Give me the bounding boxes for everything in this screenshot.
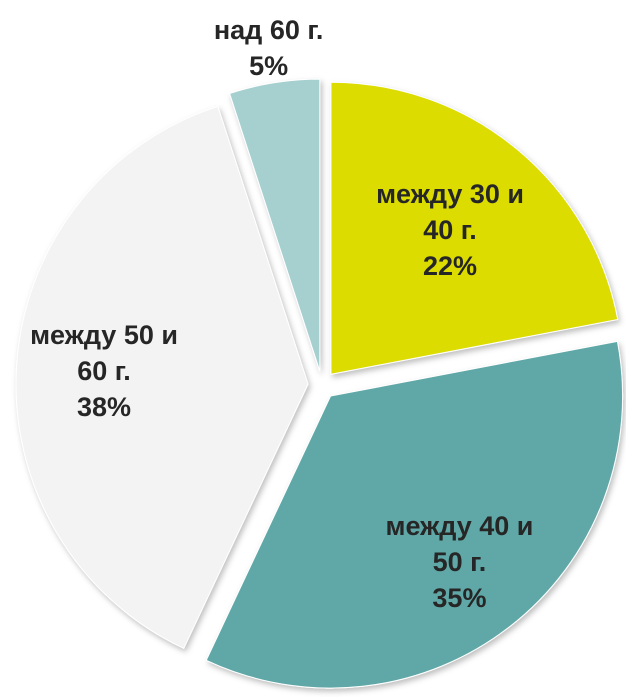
pie-slice	[228, 78, 321, 372]
slice-label: между 40 и 50 г. 35%	[379, 508, 539, 616]
value-label: 5%	[249, 51, 289, 82]
slice-label: над 60 г. 5%	[189, 12, 349, 84]
category-label: между 30 и 40 г.	[376, 179, 524, 246]
slice-label: между 50 и 60 г. 38%	[24, 317, 184, 425]
slice-label: между 30 и 40 г. 22%	[370, 176, 530, 284]
value-label: 35%	[432, 583, 487, 614]
category-label: над 60 г.	[213, 15, 324, 46]
category-label: между 40 и 50 г.	[385, 511, 534, 578]
pie-slice	[15, 105, 309, 649]
pie-slice	[330, 81, 619, 375]
pie-slice	[205, 340, 624, 689]
value-label: 22%	[423, 251, 478, 282]
category-label: между 50 и 60 г.	[30, 320, 178, 387]
value-label: 38%	[76, 392, 132, 423]
